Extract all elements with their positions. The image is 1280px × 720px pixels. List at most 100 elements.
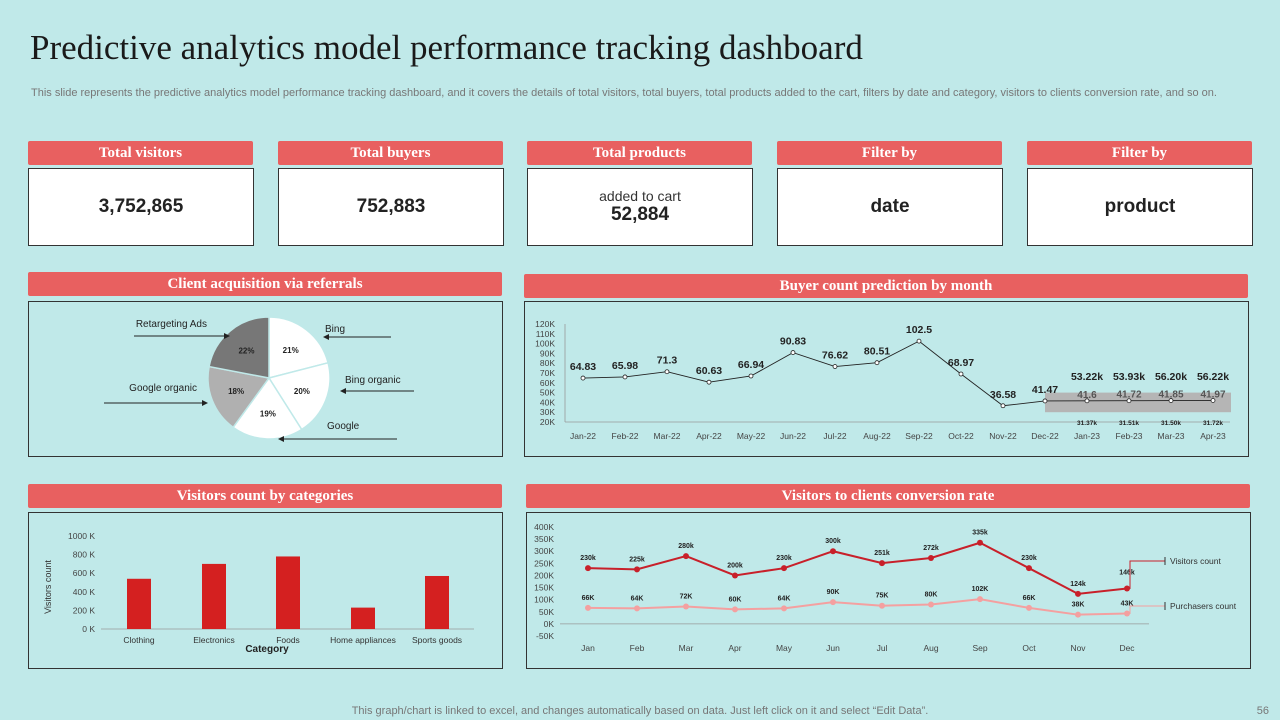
conv-point-0-5 (830, 548, 836, 555)
conv-point-0-7 (928, 555, 934, 562)
conv-label-1-3: 60K (729, 596, 742, 603)
bar-1 (202, 563, 226, 629)
filter-date-card[interactable]: date (777, 168, 1003, 246)
buyer-forecast-point-3 (1210, 398, 1216, 403)
kpi-card-buyers: 752,883 (278, 168, 504, 246)
conv-legend-connector-1 (1127, 605, 1165, 614)
pie-slice-0 (268, 316, 329, 379)
conv-ytick-3: 250K (534, 558, 554, 568)
conv-label-0-7: 272k (923, 545, 939, 552)
buyer-ytick-8: 40K (540, 397, 555, 407)
bar-xtick-3: Home appliances (330, 635, 396, 645)
buyer-point-8 (916, 338, 922, 344)
buyer-xtick-4: May-22 (737, 431, 766, 441)
conv-ytick-0: 400K (534, 522, 554, 532)
conv-ytick-4: 200K (534, 570, 554, 580)
buyer-label-0: 64.83 (570, 361, 596, 373)
buyer-ytick-1: 110K (536, 329, 556, 339)
conv-xtick-8: Sep (972, 643, 987, 653)
pie-slice-3 (207, 365, 271, 429)
conv-panel: 400K 350K 300K 250K 200K 150K 100K 50K 0K -50K Jan… (526, 512, 1251, 669)
conv-legend-label-0: Visitors count (1170, 556, 1222, 566)
conv-xtick-3: Apr (728, 643, 741, 653)
pie-pct-label-2: 19% (260, 409, 276, 418)
conv-point-1-2 (683, 603, 689, 610)
buyer-xtick-11: Dec-22 (1031, 431, 1059, 441)
buyer-point-9 (958, 371, 964, 377)
buyer-label-3: 60.63 (696, 365, 722, 377)
conv-line-1 (587, 598, 1128, 616)
conv-xtick-2: Mar (679, 643, 694, 653)
buyer-xtick-10: Nov-22 (989, 431, 1017, 441)
bar-xlabel: Category (245, 644, 289, 655)
filter-date-value: date (870, 196, 910, 217)
kpi-header-filter-product: Filter by (1027, 141, 1252, 165)
conv-label-1-0: 66K (582, 595, 595, 602)
buyer-ytick-7: 50K (540, 388, 555, 398)
buyer-forecast-label-1: 41.72 (1116, 390, 1141, 401)
conv-label-0-11: 146k (1119, 570, 1135, 577)
buyer-label-11: 41.47 (1032, 384, 1058, 396)
buyer-ytick-6: 60K (540, 378, 555, 388)
bar-4 (425, 575, 449, 629)
bar-ytick-5: 0 K (82, 624, 95, 634)
buyer-ytick-4: 80K (540, 358, 555, 368)
bar-0 (127, 578, 151, 629)
buyer-xtick-8: Sep-22 (905, 431, 933, 441)
buyer-label-5: 90.83 (780, 336, 806, 348)
conv-xtick-9: Oct (1022, 643, 1036, 653)
bar-ytick-1: 800 K (73, 550, 96, 560)
kpi-value-visitors: 3,752,865 (98, 196, 184, 217)
buyer-label-1: 65.98 (612, 360, 638, 372)
page-title: Predictive analytics model performance t… (30, 28, 863, 67)
bar-3 (351, 607, 375, 629)
conv-label-1-1: 64K (631, 595, 644, 602)
conv-point-1-5 (830, 599, 836, 606)
conv-label-1-11: 43K (1121, 600, 1134, 607)
buyer-xtick-0: Jan-22 (570, 431, 596, 441)
conv-point-0-1 (634, 566, 640, 573)
conv-point-0-0 (585, 565, 591, 572)
buyer-forecast-label-3: 41.97 (1200, 389, 1225, 400)
kpi-card-visitors: 3,752,865 (28, 168, 254, 246)
buyer-point-1 (622, 374, 628, 380)
page-number: 56 (1256, 705, 1269, 717)
conv-line-0 (587, 541, 1128, 595)
buyer-panel: 120K 110K 100K 90K 80K 70K 60K 50K 40K 30K 20K Jan-… (524, 301, 1249, 457)
conv-label-0-0: 230k (580, 555, 596, 562)
filter-product-card[interactable]: product (1027, 168, 1253, 246)
buyer-forecast-point-2 (1168, 398, 1174, 403)
conv-legend-connector-0 (1127, 560, 1165, 590)
pie-legend-label-0: Bing (325, 324, 345, 335)
conv-label-1-9: 66K (1023, 595, 1036, 602)
pie-slice-4 (208, 316, 270, 379)
bar-2 (276, 556, 300, 629)
buyer-point-2 (664, 369, 670, 375)
conv-label-0-3: 200k (727, 562, 743, 569)
bar-xtick-2: Foods (276, 635, 300, 645)
pie-legend-label-1: Bing organic (345, 375, 401, 386)
conv-label-0-10: 124k (1070, 581, 1086, 588)
pie-pct-label-3: 18% (228, 387, 244, 396)
conv-label-1-5: 90K (827, 589, 840, 596)
conv-label-1-2: 72K (680, 593, 693, 600)
buyer-upper-label-2: 56.20k (1155, 371, 1187, 383)
conv-label-0-9: 230k (1021, 555, 1037, 562)
bar-ylabel: Visitors count (43, 560, 53, 614)
buyer-xtick-5: Jun-22 (780, 431, 806, 441)
pie-legend-label-2: Google (327, 421, 360, 432)
buyer-point-6 (832, 364, 838, 369)
conv-label-0-8: 335k (972, 530, 988, 537)
conv-point-0-6 (879, 560, 885, 567)
buyer-point-4 (748, 373, 754, 379)
buyer-forecast-label-0: 41.6 (1077, 390, 1097, 401)
kpi-header-visitors: Total visitors (28, 141, 253, 165)
buyer-xtick-13: Feb-23 (1116, 431, 1143, 441)
buyer-label-2: 71.3 (657, 355, 678, 367)
conv-point-0-2 (683, 553, 689, 560)
conv-point-0-8 (977, 539, 983, 546)
kpi-value-buyers: 752,883 (356, 196, 426, 217)
kpi-header-filter-date: Filter by (777, 141, 1002, 165)
conv-xtick-0: Jan (581, 643, 595, 653)
